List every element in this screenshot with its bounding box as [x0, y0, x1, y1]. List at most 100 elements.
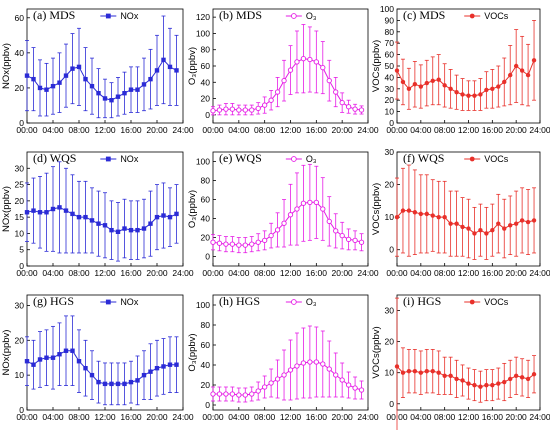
x-tick-label: 24:00	[172, 125, 194, 135]
y-tick-label: 0	[19, 405, 24, 415]
x-tick-label: 08:00	[434, 412, 456, 422]
panel-title: (b) MDS	[219, 8, 262, 22]
data-point	[236, 392, 242, 398]
data-point	[300, 360, 307, 366]
data-point	[406, 208, 412, 213]
y-tick-label: 60	[201, 61, 211, 71]
data-point	[216, 240, 223, 246]
legend-label: VOCs	[484, 154, 509, 164]
data-point	[525, 219, 531, 225]
data-point	[141, 82, 147, 87]
data-point	[223, 391, 229, 397]
data-point	[249, 391, 255, 397]
data-point	[102, 223, 108, 228]
data-point	[300, 200, 307, 206]
legend-label: O₃	[306, 154, 317, 164]
x-tick-label: 04:00	[42, 412, 64, 422]
data-point	[236, 107, 242, 113]
data-point	[122, 226, 127, 231]
y-tick-label: 0	[389, 245, 394, 255]
data-point	[531, 58, 537, 63]
x-tick-label: 20:00	[146, 268, 168, 278]
panel-title: (g) HGS	[33, 294, 74, 308]
legend-marker	[105, 156, 111, 162]
y-axis-label: VOCs(ppbv)	[371, 40, 382, 92]
data-point	[31, 208, 36, 213]
data-point	[472, 382, 477, 388]
legend-label: VOCs	[484, 11, 509, 21]
data-point	[326, 218, 332, 225]
data-point	[430, 78, 435, 84]
y-tick-label: 0	[205, 110, 210, 120]
data-point	[339, 99, 345, 106]
data-point	[210, 391, 216, 397]
data-point	[24, 359, 30, 364]
x-tick-label: 20:00	[506, 268, 528, 278]
data-point	[50, 206, 56, 212]
x-tick-label: 16:00	[120, 125, 142, 135]
data-point	[83, 365, 88, 371]
data-point	[274, 227, 281, 233]
data-point	[102, 96, 108, 101]
y-axis-label: VOCs(ppbv)	[371, 326, 382, 378]
data-point	[352, 385, 358, 391]
data-point	[89, 218, 95, 223]
x-tick-label: 16:00	[120, 412, 142, 422]
data-point	[167, 64, 173, 70]
data-point	[255, 388, 261, 394]
y-tick-label: 100	[196, 300, 210, 310]
y-tick-label: 20	[201, 94, 211, 104]
data-point	[50, 83, 56, 89]
y-tick-label: 100	[380, 4, 394, 14]
x-tick-label: 16:00	[306, 125, 328, 135]
data-point	[333, 228, 339, 234]
x-tick-label: 24:00	[529, 268, 550, 278]
x-tick-label: 16:00	[482, 268, 504, 278]
data-point	[326, 366, 332, 372]
data-point	[96, 221, 101, 226]
chart-panel-8: 0 20 40 60 80 100 00:00 04:00 08:00 12:00 16:00 20:…	[187, 294, 379, 422]
y-tick-label: 30	[15, 300, 25, 310]
data-point	[236, 242, 242, 248]
data-point	[174, 362, 179, 367]
x-tick-label: 00:00	[16, 268, 38, 278]
data-point	[154, 214, 160, 220]
data-point	[436, 214, 441, 220]
series-line	[396, 366, 535, 388]
panel-title: (d) WQS	[33, 151, 76, 165]
x-tick-label: 00:00	[386, 268, 408, 278]
data-point	[154, 365, 160, 371]
data-point	[442, 214, 447, 220]
y-tick-label: 80	[201, 45, 211, 55]
data-point	[161, 364, 166, 369]
data-point	[287, 367, 294, 373]
data-point	[313, 199, 319, 206]
data-point	[109, 98, 114, 103]
legend-marker	[291, 299, 297, 305]
x-tick-label: 12:00	[458, 125, 480, 135]
chart-panel-2: 0 20 40 60 80 100 120 00:00 04:00 08:00 12:00 16:00…	[187, 8, 379, 135]
data-point	[115, 94, 121, 99]
x-tick-label: 00:00	[202, 125, 224, 135]
data-point	[339, 232, 345, 239]
data-point	[519, 218, 525, 223]
x-tick-label: 12:00	[280, 412, 302, 422]
data-point	[70, 66, 75, 71]
y-axis-label: O₃(ppbv)	[187, 47, 198, 85]
x-tick-label: 20:00	[506, 412, 528, 422]
data-point	[442, 373, 447, 379]
legend-label: O₃	[306, 11, 317, 21]
x-tick-label: 16:00	[482, 125, 504, 135]
data-point	[70, 211, 75, 217]
data-point	[460, 92, 465, 97]
data-point	[484, 87, 489, 93]
legend-label: NOx	[120, 297, 139, 307]
y-tick-label: 30	[385, 147, 395, 157]
y-tick-label: 15	[15, 212, 25, 222]
y-axis-label: NOx(ppbv)	[1, 43, 12, 89]
x-tick-label: 12:00	[94, 125, 116, 135]
data-point	[472, 93, 477, 98]
data-point	[430, 368, 435, 374]
data-point	[24, 210, 30, 215]
data-point	[412, 368, 418, 374]
